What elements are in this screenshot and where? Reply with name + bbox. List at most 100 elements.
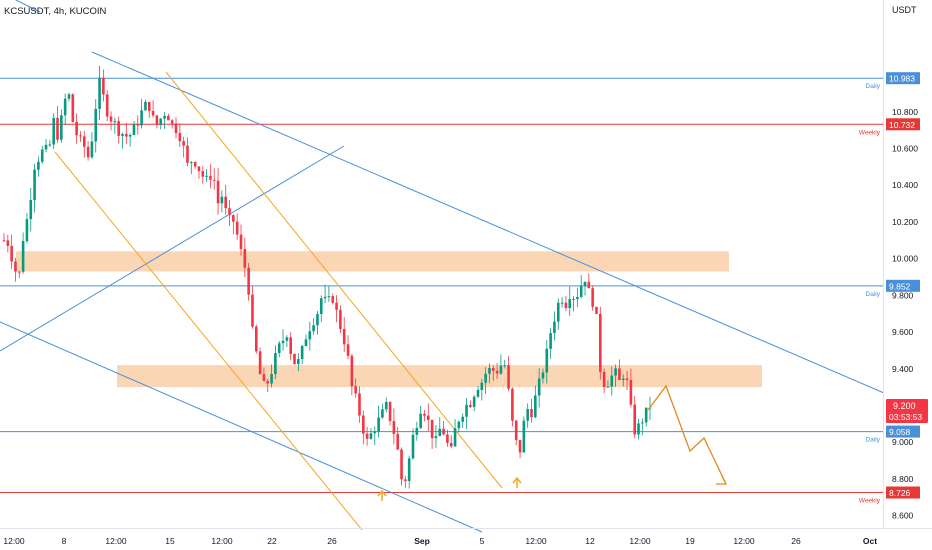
x-tick-label: 12:00 (733, 536, 755, 546)
x-tick-label: 15 (165, 536, 175, 546)
candle (33, 163, 36, 213)
candle-body (476, 390, 480, 397)
candle (499, 354, 503, 375)
candle-body (518, 440, 522, 453)
candle-body (614, 368, 617, 376)
candle (67, 92, 71, 102)
candle (297, 353, 300, 372)
candle-body (507, 365, 510, 389)
candle (197, 166, 201, 179)
symbol-title: KCSUSDT, 4h, KUCOIN (4, 6, 107, 17)
y-tick-label: 9.600 (892, 327, 914, 337)
candle (526, 403, 529, 428)
candle-body (67, 94, 71, 99)
candle (507, 356, 510, 392)
y-tick-label: 9.000 (892, 437, 914, 447)
candle-body (205, 175, 208, 177)
candle-body (258, 351, 262, 375)
candle-body (40, 149, 44, 162)
candle-body (209, 175, 212, 180)
y-tick-label: 8.800 (892, 474, 914, 484)
candle-body (293, 353, 296, 365)
candle (621, 374, 625, 387)
candle-body (572, 298, 575, 300)
candle (583, 281, 587, 296)
candle-body (190, 162, 193, 164)
candle-body (526, 409, 529, 421)
candle-body (319, 298, 323, 315)
candle (404, 476, 407, 488)
candle-body (37, 161, 40, 170)
candle-body (407, 458, 411, 482)
candle (125, 122, 128, 145)
candle-body (350, 355, 354, 387)
candle-body (576, 296, 579, 299)
y-tick-labels: 10.800 10.600 10.400 10.200 10.000 9.800 9.600… (892, 107, 918, 521)
candle (480, 378, 484, 401)
candle-body (365, 433, 369, 439)
candle-body (434, 436, 438, 439)
candle-body (304, 339, 308, 347)
candle-body (251, 294, 254, 327)
level-price-tag (886, 72, 920, 85)
candle-body (514, 420, 518, 441)
candle (109, 111, 113, 131)
candle-body (128, 135, 132, 137)
candle-body (495, 370, 499, 374)
level-price-tags: 10.983 10.732 9.852 9.058 8.726 (886, 72, 920, 499)
candle-body (415, 427, 419, 435)
trendlines-layer (0, 0, 885, 533)
candle (71, 93, 75, 123)
candle-body (174, 123, 178, 134)
candle (144, 99, 147, 111)
y-tick-label: 9.800 (892, 290, 914, 300)
x-tick-label: 12:00 (3, 536, 25, 546)
candle (98, 65, 101, 121)
candle (79, 131, 82, 143)
candle-body (274, 353, 277, 374)
trendline-ascending (0, 145, 345, 352)
candle (633, 395, 637, 439)
candle (442, 420, 445, 436)
candle-body (197, 166, 201, 172)
candle (358, 386, 361, 423)
candle-body (33, 169, 36, 201)
candle (423, 409, 426, 422)
trendline-descending-resistance (91, 51, 885, 394)
candle (159, 117, 163, 130)
candle-body (281, 340, 285, 344)
candle-body (491, 368, 495, 371)
candle (209, 164, 212, 189)
level-price-tag (886, 279, 920, 292)
candle-body (224, 196, 228, 209)
zones-layer (16, 251, 762, 388)
candle-body (426, 415, 430, 420)
candle (289, 332, 292, 361)
candle (136, 115, 140, 135)
x-tick-label: 12:00 (211, 536, 233, 546)
candle (319, 295, 323, 323)
candle (75, 113, 78, 144)
candle-body (373, 431, 377, 434)
candle-body (637, 423, 640, 435)
candle (644, 407, 648, 427)
y-tick-label: 9.400 (892, 364, 914, 374)
trendline-lower-descending (0, 321, 483, 533)
level-price-label: 9.058 (889, 427, 911, 437)
current-price-tag: 9.200 03:53:53 (886, 399, 928, 423)
support-resistance-zone (16, 251, 729, 272)
candle (511, 387, 514, 427)
candle-body (21, 241, 25, 272)
candle-body (243, 249, 247, 268)
candle-body (591, 288, 594, 307)
x-tick-label: 12:00 (629, 536, 651, 546)
candle (262, 367, 266, 382)
candle-body (312, 325, 315, 332)
candle (113, 117, 117, 134)
candle-body (430, 419, 434, 439)
candle-body (186, 145, 189, 163)
candle-body (56, 117, 59, 140)
candle (579, 275, 583, 299)
candle (266, 378, 270, 393)
